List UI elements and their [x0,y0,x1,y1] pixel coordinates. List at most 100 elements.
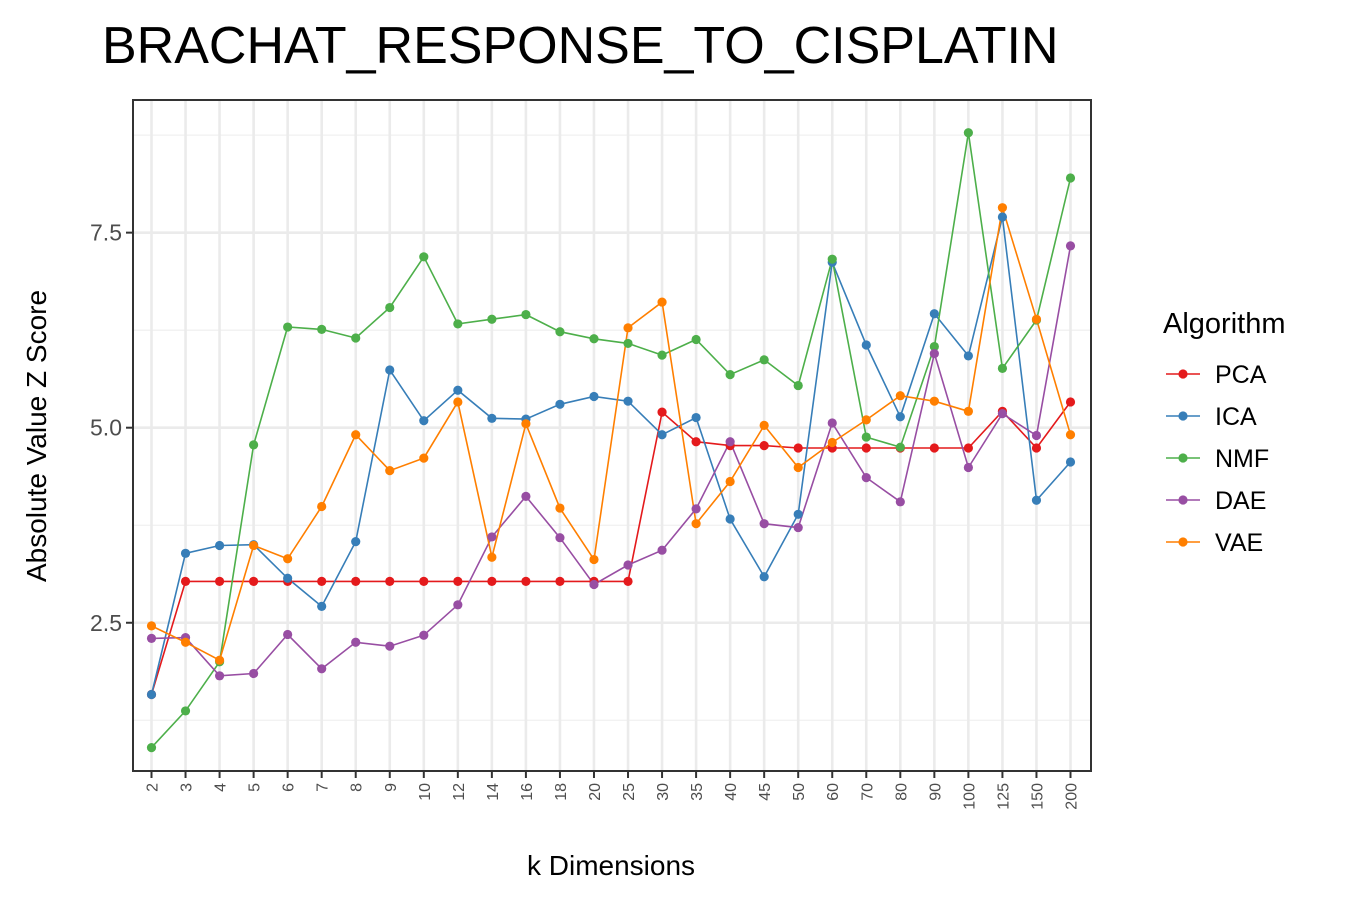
data-point-ica [759,572,769,582]
data-point-nmf [249,440,259,450]
legend-key-point [1178,453,1188,463]
data-point-pca [793,443,803,453]
data-point-dae [317,664,327,674]
x-axis-title: k Dimensions [527,850,695,881]
x-tick-label: 35 [689,783,706,801]
data-point-ica [283,573,293,583]
x-tick-label: 30 [655,783,672,801]
data-point-vae [555,503,565,513]
legend: Algorithm PCA ICA NMF DAE VAE [1163,308,1286,557]
x-tick-label: 150 [1029,783,1046,810]
series-line-ica [150,216,1072,695]
data-point-nmf [793,380,803,391]
data-point-dae [1065,241,1076,251]
chart-title: BRACHAT_RESPONSE_TO_CISPLATIN [102,17,1059,75]
data-point-nmf [351,333,361,343]
data-point-pca [317,576,327,587]
x-axis: 2 3 4 5 6 7 8 9 10 12 14 16 18 20 25 30 35 40 45 50 60 70 80 90… [145,771,1081,810]
data-point-dae [623,560,633,570]
data-point-dae [657,545,667,555]
x-tick-label: 90 [927,783,944,801]
data-point-dae [385,641,395,651]
data-point-vae [895,391,905,401]
data-point-pca [963,443,973,453]
data-point-dae [146,633,157,643]
legend-label: VAE [1215,529,1263,557]
data-point-dae [997,409,1008,419]
legend-label: ICA [1215,403,1257,431]
data-point-pca [249,576,259,587]
y-tick-label: 7.5 [90,220,122,246]
data-point-ica [657,430,667,440]
x-tick-label: 12 [451,783,468,801]
data-point-vae [317,501,327,512]
x-tick-label: 5 [247,783,264,792]
data-point-ica [1065,457,1076,467]
data-point-pca [419,576,429,587]
x-tick-label: 16 [519,783,536,801]
data-point-ica [146,689,157,700]
data-point-ica [997,212,1008,222]
data-point-ica [861,340,871,350]
data-point-vae [997,203,1008,213]
data-point-vae [351,430,361,440]
data-point-nmf [963,128,973,138]
data-point-dae [725,437,735,447]
plot-border [132,99,1092,772]
data-point-nmf [555,327,565,337]
data-point-vae [249,540,259,551]
data-point-nmf [725,370,735,380]
data-point-vae [623,323,633,333]
data-point-pca [351,576,361,587]
data-point-nmf [487,314,497,324]
x-tick-label: 80 [893,783,910,801]
data-point-vae [929,396,939,406]
series-line-dae [151,245,1072,677]
data-point-nmf [453,319,463,329]
data-point-nmf [759,355,769,365]
legend-label: PCA [1215,361,1267,389]
legend-item-ica: ICA [1166,403,1257,431]
data-point-dae [487,532,497,542]
series-line-pca [150,401,1072,695]
data-point-ica [589,391,599,402]
legend-label: NMF [1215,445,1269,473]
data-point-ica [623,396,633,406]
data-point-dae [214,671,225,681]
legend-key-point [1178,369,1188,379]
data-point-pca [1031,443,1042,453]
data-point-nmf [317,324,327,334]
data-point-vae [793,462,803,473]
data-point-vae [453,397,463,407]
legend-title: Algorithm [1163,308,1286,340]
data-point-nmf [419,252,429,262]
legend-key-point [1178,411,1188,421]
data-point-dae [1031,430,1042,441]
x-tick-label: 40 [723,783,740,801]
data-point-pca [385,576,395,587]
data-point-pca [861,443,871,453]
x-tick-label: 200 [1064,783,1081,810]
data-point-vae [521,419,531,429]
data-point-ica [793,509,803,519]
legend-item-dae: DAE [1166,487,1266,515]
data-point-nmf [997,363,1008,373]
data-point-ica [725,514,735,524]
data-point-dae [793,522,803,533]
data-point-pca [521,576,531,587]
x-tick-label: 6 [281,783,298,792]
data-point-nmf [1065,173,1076,183]
data-point-nmf [283,322,293,332]
data-point-ica [895,412,905,422]
data-point-vae [487,552,497,562]
data-point-dae [555,533,565,543]
data-point-pca [214,576,225,587]
x-tick-label: 18 [553,783,570,801]
data-point-pca [657,407,667,417]
x-tick-label: 100 [961,783,978,810]
x-tick-label: 70 [859,783,876,801]
data-point-nmf [521,309,531,320]
data-point-dae [759,519,769,529]
legend-item-pca: PCA [1166,361,1267,389]
x-tick-label: 7 [315,783,332,792]
